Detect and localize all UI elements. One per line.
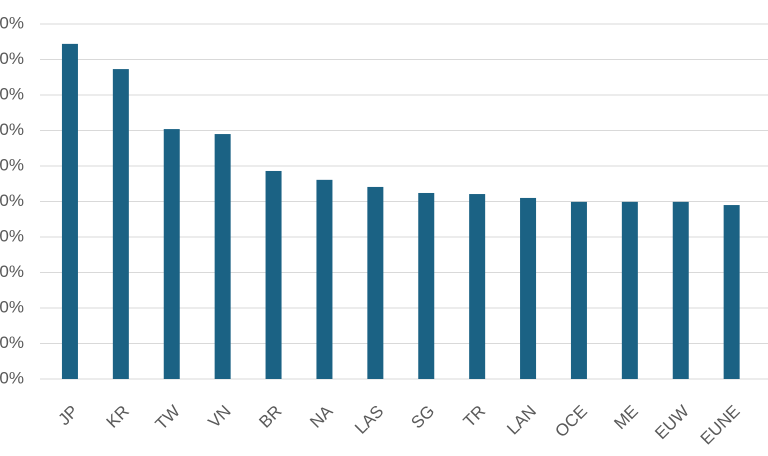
bar [265, 170, 282, 379]
x-tick-label: VN [205, 402, 235, 432]
y-tick-label: 10% [0, 333, 24, 352]
y-tick-label: 20% [0, 297, 24, 316]
y-tick-label: 100% [0, 13, 24, 32]
y-tick-label: 50% [0, 191, 24, 210]
y-tick-label: 40% [0, 226, 24, 245]
bar [418, 192, 435, 379]
x-tick-label: TR [460, 402, 489, 431]
y-tick-label: 90% [0, 49, 24, 68]
x-tick-label: LAN [503, 402, 540, 439]
x-tick-label: LAS [351, 402, 387, 438]
y-tick-label: 60% [0, 155, 24, 174]
x-tick-label: SG [407, 402, 438, 433]
bar [672, 201, 689, 379]
x-tick-label: KR [103, 402, 133, 432]
x-tick-label: NA [306, 401, 337, 432]
x-tick-label: TW [152, 402, 184, 434]
y-tick-label: 80% [0, 84, 24, 103]
x-tick-label: JP [54, 402, 81, 429]
x-tick-label: EUW [651, 402, 692, 443]
x-tick-label: EUNE [697, 402, 744, 449]
x-tick-label: BR [255, 402, 285, 432]
bar [621, 201, 638, 379]
y-tick-label: 30% [0, 262, 24, 281]
bar [316, 179, 333, 379]
y-tick-label: 0% [0, 368, 24, 387]
bar [61, 43, 78, 379]
bar [214, 134, 231, 379]
bar [570, 201, 587, 379]
bar [723, 205, 740, 379]
bar [163, 129, 180, 379]
bar [112, 69, 129, 380]
x-tick-label: OCE [551, 402, 590, 441]
bar [520, 197, 537, 379]
x-tick-label: ME [610, 402, 641, 433]
bar [367, 186, 384, 379]
y-tick-label: 70% [0, 120, 24, 139]
bar [469, 194, 486, 379]
